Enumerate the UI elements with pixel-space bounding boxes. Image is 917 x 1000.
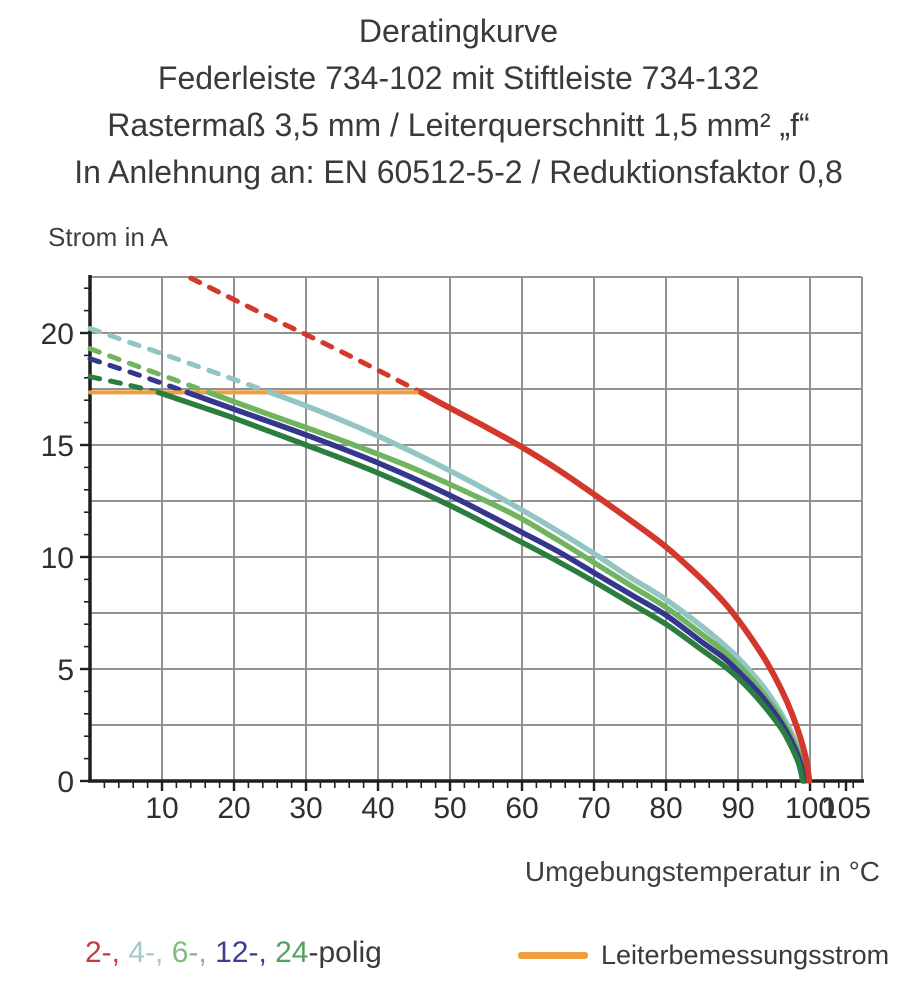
svg-text:40: 40 [361, 792, 394, 825]
svg-text:20: 20 [41, 318, 74, 351]
rated-current-label: Leiterbemessungsstrom [601, 940, 890, 970]
dashed-curves [87, 275, 424, 395]
legend-pole-item: -polig [308, 936, 382, 969]
curve-dashed-4-polig [87, 326, 273, 395]
legend-pole-item: 4-, [128, 936, 172, 969]
svg-text:90: 90 [721, 792, 754, 825]
curve-6-polig [206, 389, 809, 784]
axes [88, 275, 864, 783]
rated-current-line-swatch [518, 952, 588, 959]
chart-subtitle-2: Rastermaß 3,5 mm / Leiterquerschnitt 1,5… [107, 107, 810, 143]
curve-dashed-2-polig [188, 275, 424, 395]
x-axis-title: Umgebungstemperatur in °C [524, 856, 880, 887]
curve-2-polig [418, 389, 813, 784]
chart-subtitle-1: Federleiste 734-102 mit Stiftleiste 734-… [157, 60, 760, 96]
curve-12-polig [184, 389, 807, 784]
svg-text:50: 50 [433, 792, 466, 825]
legend-poles: 2-, 4-, 6-, 12-, 24-polig [85, 936, 382, 970]
svg-text:30: 30 [289, 792, 322, 825]
y-axis-title: Strom in A [48, 222, 168, 252]
chart-title: Deratingkurve [358, 13, 559, 49]
svg-text:10: 10 [41, 542, 74, 575]
svg-text:5: 5 [57, 654, 74, 687]
svg-text:80: 80 [649, 792, 682, 825]
curve-dashed-6-polig [87, 346, 212, 395]
svg-text:105: 105 [821, 792, 871, 825]
svg-text:10: 10 [145, 792, 178, 825]
svg-text:100: 100 [785, 792, 835, 825]
svg-text:60: 60 [505, 792, 538, 825]
svg-text:20: 20 [217, 792, 250, 825]
svg-text:0: 0 [57, 766, 74, 799]
legend-pole-item: 12-, [215, 936, 276, 969]
chart-subtitle-3: In Anlehnung an: EN 60512-5-2 / Reduktio… [74, 154, 843, 190]
legend-pole-item: 24 [275, 936, 309, 969]
solid-curves [155, 389, 813, 784]
legend-pole-item: 6-, [171, 936, 216, 969]
legend-pole-item: 2-, [85, 936, 129, 969]
title-block: Deratingkurve Federleiste 734-102 mit St… [0, 8, 917, 196]
svg-text:15: 15 [41, 430, 74, 463]
curve-24-polig [155, 389, 806, 784]
grid [90, 276, 863, 781]
legend-rated-current: Leiterbemessungsstrom [518, 940, 889, 971]
svg-text:70: 70 [577, 792, 610, 825]
curve-4-polig [267, 389, 810, 784]
curve-dashed-12-polig [87, 356, 190, 395]
